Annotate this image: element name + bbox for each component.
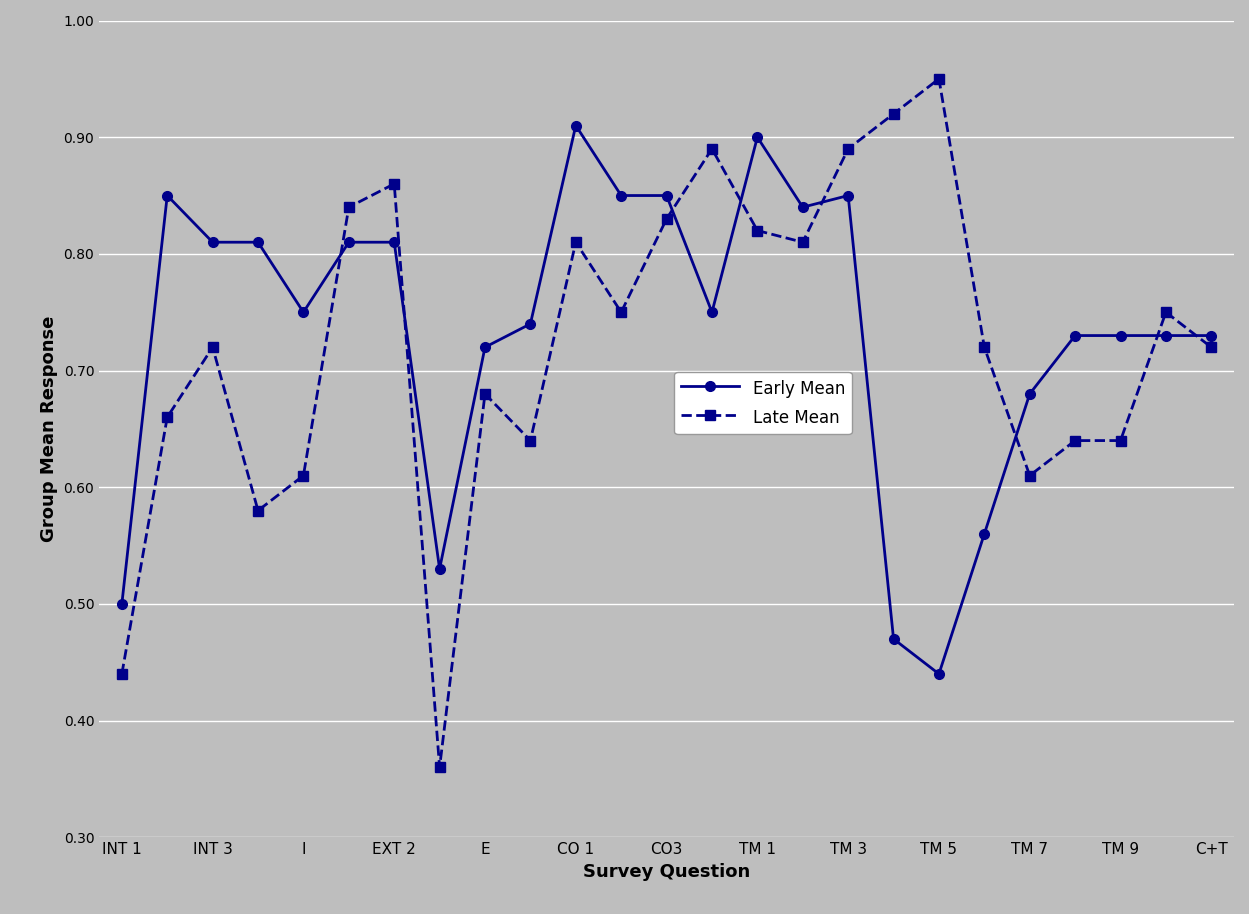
Late Mean <box>387 178 402 189</box>
Line: Late Mean: Late Mean <box>117 74 1217 772</box>
Early Mean <box>749 132 764 143</box>
Early Mean <box>387 237 402 248</box>
Late Mean <box>523 435 538 446</box>
Early Mean <box>841 190 856 201</box>
Late Mean <box>796 237 811 248</box>
Legend: Early Mean, Late Mean: Early Mean, Late Mean <box>674 372 852 434</box>
Late Mean <box>1022 470 1037 481</box>
Late Mean <box>977 342 992 353</box>
Early Mean <box>251 237 266 248</box>
Early Mean <box>205 237 220 248</box>
Early Mean <box>1113 330 1128 341</box>
Early Mean <box>1068 330 1083 341</box>
Late Mean <box>1158 307 1173 318</box>
Late Mean <box>749 225 764 236</box>
Early Mean <box>523 318 538 329</box>
Early Mean <box>160 190 175 201</box>
Early Mean <box>568 120 583 131</box>
Late Mean <box>659 213 674 224</box>
Late Mean <box>296 470 311 481</box>
Y-axis label: Group Mean Response: Group Mean Response <box>40 315 57 542</box>
Early Mean <box>477 342 492 353</box>
Late Mean <box>568 237 583 248</box>
Early Mean <box>932 668 947 679</box>
X-axis label: Survey Question: Survey Question <box>583 863 751 881</box>
Late Mean <box>1113 435 1128 446</box>
Early Mean <box>977 528 992 539</box>
Early Mean <box>115 599 130 610</box>
Late Mean <box>613 307 628 318</box>
Early Mean <box>1204 330 1219 341</box>
Late Mean <box>432 761 447 772</box>
Late Mean <box>932 73 947 84</box>
Late Mean <box>886 109 901 120</box>
Late Mean <box>1204 342 1219 353</box>
Early Mean <box>296 307 311 318</box>
Early Mean <box>796 202 811 213</box>
Late Mean <box>477 388 492 399</box>
Late Mean <box>251 505 266 516</box>
Early Mean <box>886 633 901 644</box>
Late Mean <box>115 668 130 679</box>
Early Mean <box>613 190 628 201</box>
Early Mean <box>659 190 674 201</box>
Late Mean <box>704 143 719 154</box>
Early Mean <box>1022 388 1037 399</box>
Early Mean <box>341 237 356 248</box>
Late Mean <box>341 202 356 213</box>
Early Mean <box>704 307 719 318</box>
Early Mean <box>1158 330 1173 341</box>
Line: Early Mean: Early Mean <box>117 121 1217 679</box>
Late Mean <box>841 143 856 154</box>
Late Mean <box>205 342 220 353</box>
Late Mean <box>1068 435 1083 446</box>
Early Mean <box>432 563 447 574</box>
Late Mean <box>160 411 175 422</box>
